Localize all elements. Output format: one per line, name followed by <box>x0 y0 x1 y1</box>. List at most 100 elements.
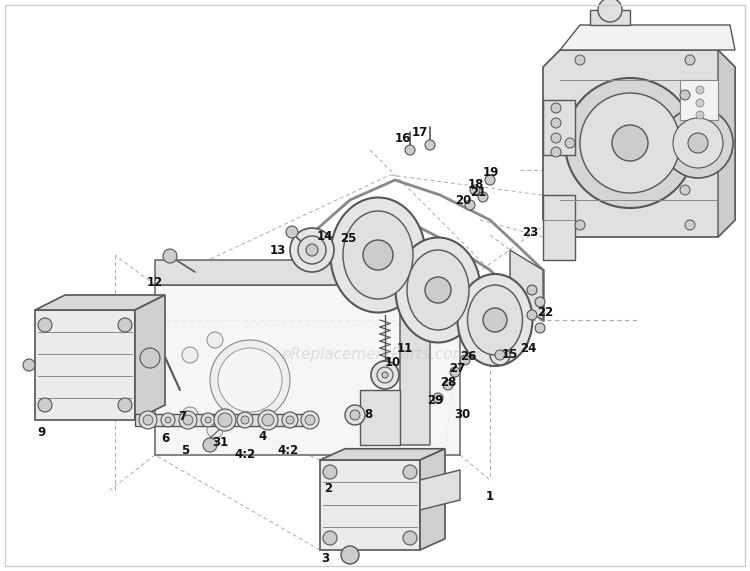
Polygon shape <box>155 285 460 455</box>
Circle shape <box>551 103 561 113</box>
Circle shape <box>214 409 236 431</box>
Circle shape <box>345 405 365 425</box>
Text: 4:2: 4:2 <box>234 448 256 461</box>
Text: 19: 19 <box>483 166 500 179</box>
Ellipse shape <box>467 285 523 355</box>
Circle shape <box>403 531 417 545</box>
Circle shape <box>403 465 417 479</box>
Circle shape <box>306 244 318 256</box>
Circle shape <box>241 416 249 424</box>
Circle shape <box>535 323 545 333</box>
Text: 18: 18 <box>468 179 484 191</box>
Polygon shape <box>400 300 430 445</box>
Polygon shape <box>543 100 575 155</box>
Circle shape <box>282 412 298 428</box>
Text: 3: 3 <box>321 552 329 565</box>
Circle shape <box>405 145 415 155</box>
Circle shape <box>23 359 35 371</box>
Circle shape <box>483 308 507 332</box>
Circle shape <box>143 415 153 425</box>
Text: 4: 4 <box>259 431 267 444</box>
Text: 7: 7 <box>178 409 186 423</box>
Circle shape <box>258 410 278 430</box>
Ellipse shape <box>343 211 413 299</box>
Circle shape <box>305 415 315 425</box>
Text: 9: 9 <box>38 425 46 439</box>
Circle shape <box>183 415 193 425</box>
Polygon shape <box>320 449 445 460</box>
Text: 30: 30 <box>454 408 470 421</box>
Circle shape <box>575 220 585 230</box>
Circle shape <box>286 416 294 424</box>
Polygon shape <box>35 295 165 310</box>
Circle shape <box>38 318 52 332</box>
Text: 26: 26 <box>460 351 476 364</box>
Circle shape <box>262 414 274 426</box>
Circle shape <box>341 546 359 564</box>
Circle shape <box>680 185 690 195</box>
Circle shape <box>575 55 585 65</box>
Circle shape <box>490 345 510 365</box>
Circle shape <box>350 410 360 420</box>
Circle shape <box>663 108 733 178</box>
Polygon shape <box>543 195 575 260</box>
Circle shape <box>118 398 132 412</box>
Circle shape <box>207 422 223 438</box>
Circle shape <box>218 348 282 412</box>
Polygon shape <box>135 295 165 420</box>
Circle shape <box>38 398 52 412</box>
Text: 6: 6 <box>160 432 170 444</box>
Circle shape <box>182 347 198 363</box>
Circle shape <box>478 192 488 202</box>
Text: 11: 11 <box>397 341 413 355</box>
Polygon shape <box>35 310 135 420</box>
Circle shape <box>323 531 337 545</box>
Polygon shape <box>135 414 310 426</box>
Circle shape <box>527 285 537 295</box>
Polygon shape <box>680 80 718 120</box>
Polygon shape <box>360 390 400 445</box>
Circle shape <box>680 90 690 100</box>
Circle shape <box>203 438 217 452</box>
Circle shape <box>696 99 704 107</box>
Circle shape <box>139 411 157 429</box>
Text: 20: 20 <box>454 194 471 207</box>
Circle shape <box>485 175 495 185</box>
Circle shape <box>237 412 253 428</box>
Circle shape <box>363 240 393 270</box>
Circle shape <box>161 413 175 427</box>
Circle shape <box>163 249 177 263</box>
Circle shape <box>118 318 132 332</box>
Text: 5: 5 <box>181 444 189 456</box>
Text: eReplacementParts.com: eReplacementParts.com <box>282 348 468 363</box>
Circle shape <box>140 348 160 368</box>
Ellipse shape <box>458 274 532 366</box>
Text: 27: 27 <box>448 363 465 376</box>
Circle shape <box>685 220 695 230</box>
Circle shape <box>551 133 561 143</box>
Circle shape <box>443 380 453 390</box>
Circle shape <box>551 118 561 128</box>
Text: 10: 10 <box>385 356 401 369</box>
Polygon shape <box>420 470 460 510</box>
Circle shape <box>688 133 708 153</box>
Ellipse shape <box>395 238 481 343</box>
Circle shape <box>527 310 537 320</box>
Circle shape <box>612 125 648 161</box>
Text: 31: 31 <box>211 436 228 449</box>
Circle shape <box>598 0 622 22</box>
Circle shape <box>696 86 704 94</box>
Text: 16: 16 <box>394 131 411 144</box>
Circle shape <box>382 372 388 378</box>
Circle shape <box>433 393 443 403</box>
Circle shape <box>551 147 561 157</box>
Text: 28: 28 <box>440 376 456 389</box>
Circle shape <box>290 228 334 272</box>
Circle shape <box>179 411 197 429</box>
Circle shape <box>165 417 171 423</box>
Text: 2: 2 <box>324 481 332 494</box>
Circle shape <box>425 277 451 303</box>
Ellipse shape <box>331 198 425 312</box>
Circle shape <box>495 350 505 360</box>
Circle shape <box>460 355 470 365</box>
